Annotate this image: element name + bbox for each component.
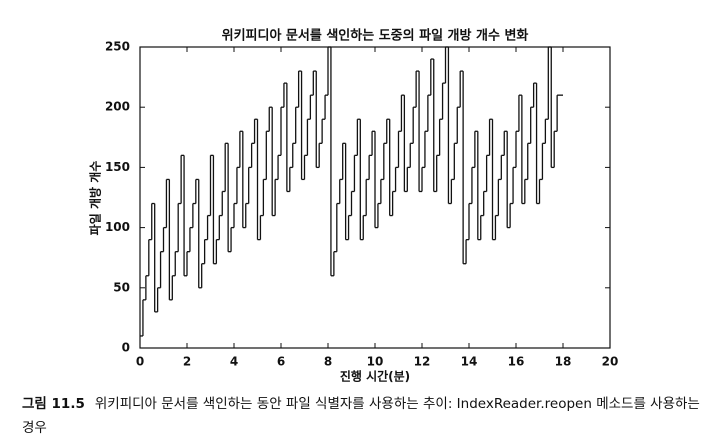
x-tick-label: 10	[367, 355, 384, 369]
caption-label: 그림 11.5	[22, 396, 85, 412]
caption: 그림 11.5 위키피디아 문서를 색인하는 동안 파일 식별자를 사용하는 추이…	[22, 392, 702, 440]
x-tick-label: 8	[324, 355, 332, 369]
chart: 위키피디아 문서를 색인하는 도중의 파일 개방 개수 변화 진행 시간(분) …	[88, 28, 619, 384]
x-tick-label: 16	[508, 355, 525, 369]
y-tick-label: 150	[105, 160, 130, 174]
x-tick-label: 6	[277, 355, 285, 369]
x-tick-label: 4	[230, 355, 238, 369]
x-axis-label: 진행 시간(분)	[340, 369, 410, 384]
chart-title: 위키피디아 문서를 색인하는 도중의 파일 개방 개수 변화	[222, 28, 529, 44]
x-tick-label: 2	[183, 355, 191, 369]
y-tick-label: 50	[113, 280, 130, 294]
y-tick-label: 250	[105, 40, 130, 54]
x-tick-label: 12	[414, 355, 431, 369]
x-tick-label: 20	[602, 355, 619, 369]
x-tick-label: 0	[136, 355, 144, 369]
y-tick-label: 100	[105, 220, 130, 234]
x-tick-label: 18	[555, 355, 572, 369]
y-tick-label: 200	[105, 100, 130, 114]
x-tick-label: 14	[461, 355, 478, 369]
y-tick-label: 0	[122, 341, 130, 355]
caption-text: 위키피디아 문서를 색인하는 동안 파일 식별자를 사용하는 추이: Index…	[22, 396, 700, 436]
y-axis-label: 파일 개방 개수	[88, 161, 103, 236]
